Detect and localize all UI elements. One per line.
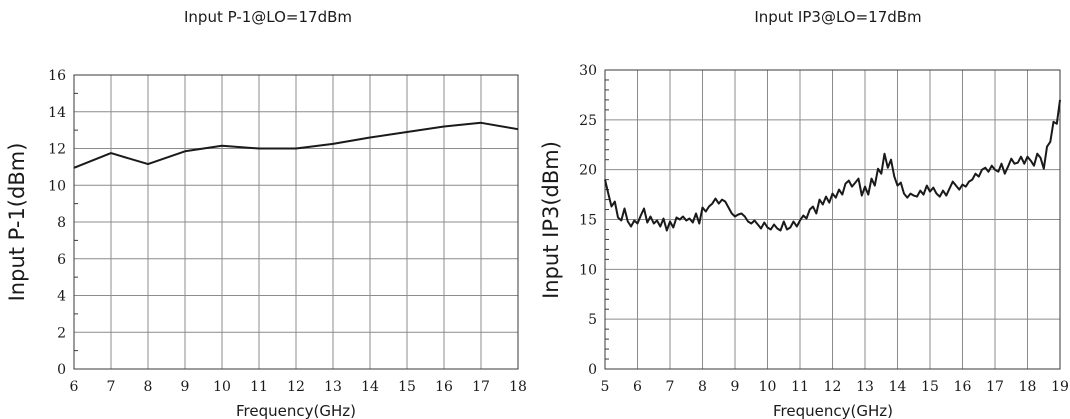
x-tick-label: 18: [509, 379, 527, 395]
x-tick-label: 15: [398, 379, 416, 395]
y-tick-label: 10: [48, 178, 66, 194]
y-tick-label: 14: [48, 105, 66, 121]
y-tick-label: 5: [588, 312, 597, 328]
x-tick-label: 12: [287, 379, 305, 395]
y-tick-label: 30: [579, 63, 597, 79]
x-tick-label: 14: [889, 379, 907, 395]
y-axis-label: Input IP3(dBm): [539, 141, 563, 299]
plot-frame: [73, 74, 519, 370]
x-tick-label: 11: [791, 379, 809, 395]
y-tick-label: 10: [579, 262, 597, 278]
y-tick-label: 2: [57, 325, 66, 341]
x-tick-label: 10: [213, 379, 231, 395]
x-tick-label: 17: [986, 379, 1004, 395]
x-tick-label: 16: [435, 379, 453, 395]
x-tick-label: 8: [144, 379, 153, 395]
x-tick-label: 10: [759, 379, 777, 395]
x-tick-label: 17: [472, 379, 490, 395]
chart-title: Input P-1@LO=17dBm: [184, 8, 352, 26]
y-tick-label: 6: [57, 252, 66, 268]
x-tick-label: 8: [698, 379, 707, 395]
x-axis-label: Frequency(GHz): [773, 402, 893, 419]
y-tick-label: 15: [579, 213, 597, 229]
series-line: [604, 99, 1061, 232]
x-tick-label: 5: [601, 379, 610, 395]
x-tick-label: 7: [666, 379, 675, 395]
y-tick-label: 4: [57, 289, 66, 305]
x-tick-label: 9: [731, 379, 740, 395]
x-tick-label: 9: [181, 379, 190, 395]
x-tick-label: 11: [250, 379, 268, 395]
x-tick-label: 12: [824, 379, 842, 395]
x-tick-label: 7: [107, 379, 116, 395]
y-tick-label: 0: [588, 362, 597, 378]
y-tick-label: 12: [48, 142, 66, 158]
chart-input-p1: Input P-1@LO=17dBm Input P-1(dBm) Freque…: [5, 8, 527, 419]
y-axis-label: Input P-1(dBm): [5, 143, 29, 302]
y-tick-label: 16: [48, 68, 66, 84]
x-tick-label: 13: [856, 379, 874, 395]
y-tick-label: 25: [579, 113, 597, 129]
y-tick-label: 0: [57, 362, 66, 378]
series-line: [73, 121, 519, 169]
x-tick-label: 15: [921, 379, 939, 395]
chart-input-ip3: Input IP3@LO=17dBm Input IP3(dBm) Freque…: [539, 8, 1069, 419]
x-tick-label: 6: [633, 379, 642, 395]
x-tick-label: 14: [361, 379, 379, 395]
x-tick-label: 16: [954, 379, 972, 395]
x-tick-label: 13: [324, 379, 342, 395]
chart-title: Input IP3@LO=17dBm: [754, 8, 921, 26]
x-tick-label: 18: [1019, 379, 1037, 395]
plot-frame: [604, 69, 1061, 370]
x-tick-label: 19: [1051, 379, 1069, 395]
x-tick-label: 6: [70, 379, 79, 395]
x-axis-label: Frequency(GHz): [236, 402, 356, 419]
y-tick-label: 20: [579, 163, 597, 179]
y-tick-label: 8: [57, 215, 66, 231]
